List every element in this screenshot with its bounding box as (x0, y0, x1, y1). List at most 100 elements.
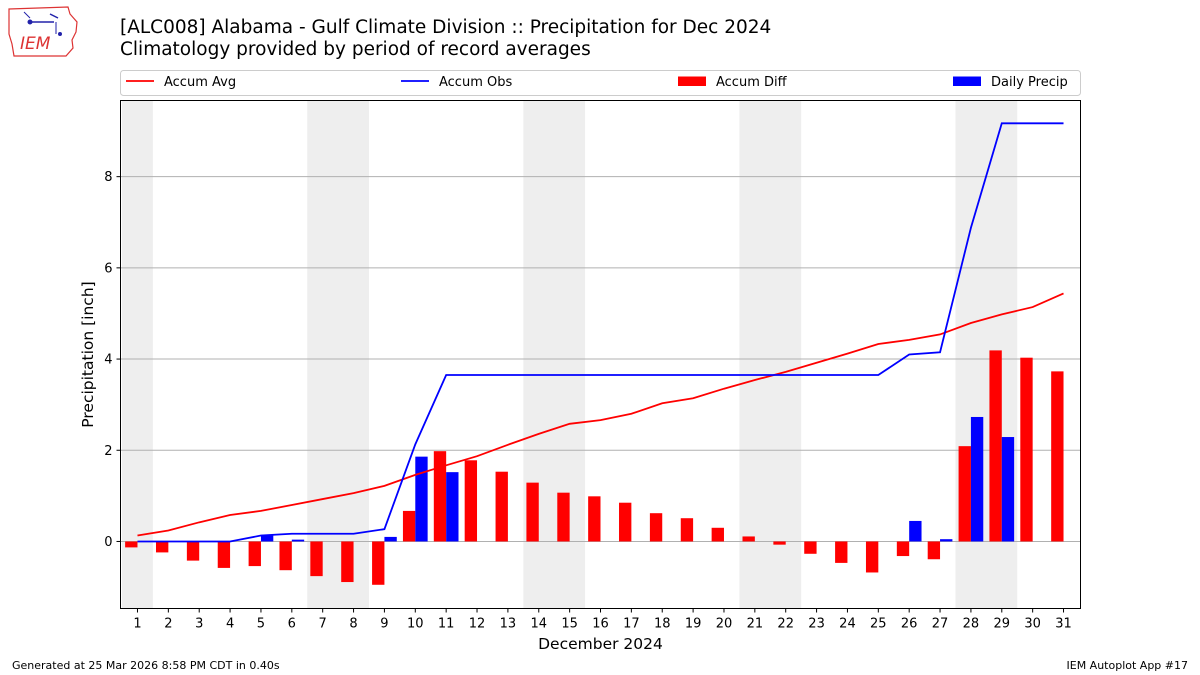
accum-diff-bar (433, 451, 447, 542)
x-tick-label-23: 23 (808, 617, 825, 632)
legend-box (120, 70, 1081, 96)
lines (137, 122, 1064, 543)
logo-text: IEM (20, 34, 51, 54)
x-tick-label-15: 15 (561, 617, 578, 632)
daily-precip-bar (940, 539, 953, 542)
x-tick-label-4: 4 (226, 617, 234, 632)
legend-accum-avg-label: Accum Avg (164, 75, 236, 90)
weekend-shade-1 (307, 100, 369, 609)
accum-diff-bar (773, 541, 786, 545)
accum-diff-bar (217, 541, 231, 568)
daily-precip-bar (291, 539, 305, 542)
x-tick-label-9: 9 (380, 617, 388, 632)
accum-diff-bar (958, 446, 971, 542)
legend-accum-diff-swatch (678, 76, 706, 86)
x-tick-label-12: 12 (469, 617, 486, 632)
x-tick-label-28: 28 (963, 617, 980, 632)
accum-diff-bar (495, 471, 508, 542)
x-tick-label-22: 22 (777, 617, 794, 632)
y-tick-label-6: 6 (104, 261, 112, 276)
x-tick-label-21: 21 (747, 617, 764, 632)
daily-precip-bar (384, 536, 397, 542)
x-tick-label-10: 10 (407, 617, 424, 632)
accum-diff-bar (711, 527, 724, 542)
legend-daily-precip-swatch (953, 76, 981, 86)
weather-station-icon (23, 11, 62, 36)
y-tick-label-8: 8 (104, 170, 112, 185)
daily-precip-bar (909, 520, 922, 542)
x-tick-label-19: 19 (685, 617, 702, 632)
x-tick-label-3: 3 (195, 617, 203, 632)
accum-diff-bar (804, 541, 817, 554)
x-tick-label-31: 31 (1055, 617, 1072, 632)
accum-diff-bar (341, 541, 354, 583)
y-tick-label-0: 0 (104, 535, 112, 550)
accum-diff-bar (402, 510, 416, 542)
accum-diff-bar (464, 460, 478, 542)
accum-diff-bar (927, 541, 941, 560)
bars (125, 350, 1064, 585)
accum-diff-bar (1051, 371, 1064, 542)
x-tick-label-2: 2 (164, 617, 172, 632)
daily-precip-bar (446, 472, 459, 542)
accum-diff-bar (526, 482, 539, 542)
weekend-shade-3 (739, 100, 802, 609)
accum-diff-bar (896, 541, 910, 557)
x-axis-label: December 2024 (538, 635, 663, 653)
accum-diff-bar (557, 492, 570, 542)
x-tick-label-18: 18 (654, 617, 671, 632)
accum-diff-bar (1020, 357, 1033, 542)
x-tick-label-6: 6 (288, 617, 296, 632)
x-tick-label-25: 25 (870, 617, 887, 632)
x-tick-label-7: 7 (319, 617, 327, 632)
accum-diff-bar (989, 350, 1002, 542)
x-tick-label-24: 24 (839, 617, 856, 632)
daily-precip-bar (970, 416, 984, 542)
app-label: IEM Autoplot App #17 (1066, 659, 1189, 672)
accum-diff-bar (588, 496, 601, 542)
x-tick-label-16: 16 (592, 617, 609, 632)
accum-diff-bar (155, 541, 169, 553)
iowa-outline-icon (8, 6, 78, 57)
x-tick-label-30: 30 (1024, 617, 1041, 632)
accum-diff-bar (649, 513, 663, 542)
daily-precip-bar (1001, 437, 1015, 542)
accum-obs-line (137, 122, 1064, 543)
daily-precip-bar (260, 535, 274, 542)
daily-precip-bar (415, 456, 428, 542)
x-tick-label-8: 8 (349, 617, 357, 632)
x-tick-label-29: 29 (994, 617, 1011, 632)
accum-avg-line (137, 292, 1064, 537)
accum-diff-bar (310, 541, 323, 577)
accum-diff-bar (680, 518, 694, 542)
x-tick-label-1: 1 (133, 617, 141, 632)
accum-diff-bar (835, 541, 848, 563)
legend: Accum Avg Accum Obs Accum Diff Daily Precip (120, 70, 1081, 96)
accum-diff-bar (619, 502, 632, 542)
accum-diff-bar (742, 536, 755, 542)
weekend-shade-0 (122, 100, 153, 609)
y-tick-label-2: 2 (104, 444, 112, 459)
accum-diff-bar (865, 541, 879, 573)
legend-accum-obs-label: Accum Obs (439, 75, 512, 90)
chart-subtitle: Climatology provided by period of record… (120, 39, 591, 60)
gridlines (120, 176, 1081, 542)
x-tick-label-5: 5 (257, 617, 265, 632)
accum-diff-bar (248, 541, 261, 567)
x-tick-label-27: 27 (932, 617, 949, 632)
chart-title: [ALC008] Alabama - Gulf Climate Division… (120, 17, 772, 38)
iem-logo: IEM (8, 6, 78, 57)
y-tick-label-4: 4 (104, 353, 112, 368)
y-axis-label: Precipitation [inch] (79, 281, 97, 427)
accum-diff-bar (125, 541, 138, 548)
x-tick-label-26: 26 (901, 617, 918, 632)
x-tick-label-14: 14 (530, 617, 547, 632)
accum-diff-bar (186, 541, 200, 561)
x-tick-label-20: 20 (716, 617, 733, 632)
accum-diff-bar (372, 541, 385, 585)
x-tick-label-11: 11 (438, 617, 455, 632)
x-tick-label-13: 13 (500, 617, 517, 632)
legend-daily-precip-label: Daily Precip (991, 75, 1068, 90)
